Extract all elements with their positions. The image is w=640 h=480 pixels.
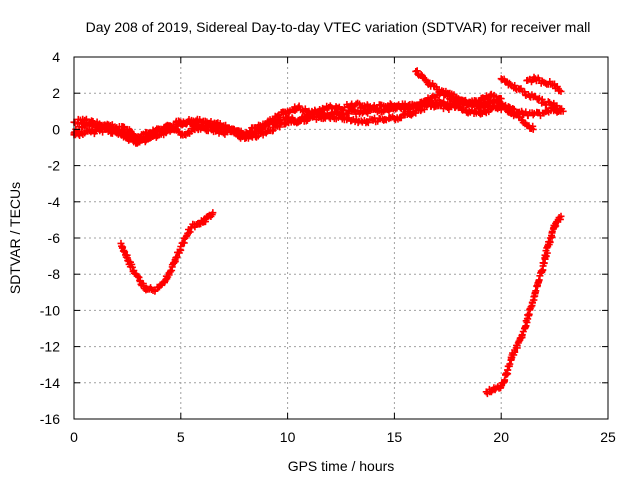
series-track-c [70,87,505,146]
data-point-run [455,98,472,109]
data-point-run [82,126,98,138]
data-point-run [521,305,534,332]
tick-labels: 0 5 10 15 20 25 -16 -14 -12 -10 -8 -6 -4 -2 0 2 4 [40,49,616,445]
data-point-run [162,267,176,283]
data-point [497,95,505,103]
data-point-run [296,112,312,125]
y-tick-label: -8 [48,266,61,282]
x-axis-label: GPS time / hours [288,458,395,474]
y-tick-label: -16 [40,411,60,427]
data-point-run [328,103,343,113]
y-tick-label: 2 [52,85,60,101]
data-point-run [477,100,492,111]
data-point-run [540,238,554,267]
series-arc-early [117,209,217,295]
x-tick-label: 20 [493,429,509,445]
data-point-run [510,82,525,94]
data-point-run [211,119,225,131]
data-point-run [548,219,560,241]
data-point-run [435,86,450,99]
data-point-run [349,99,365,112]
data-point [527,303,535,311]
data-point-run [526,122,537,132]
x-tick-label: 0 [70,429,78,445]
data-point-run [424,92,439,105]
data-point-run [146,131,162,142]
series-track-d [412,67,505,109]
y-tick-label: -14 [40,375,60,391]
data-point-run [413,67,429,83]
data-point-run [524,73,538,86]
series-track-e [497,75,567,115]
data-point-run [210,126,226,137]
data-point-run [532,74,546,87]
data-point [557,212,565,220]
data-point-run [264,115,280,128]
ticks [73,56,609,420]
y-tick-label: -10 [40,302,60,318]
data-point-run [534,259,547,289]
data-point [559,107,567,115]
x-tick-label: 15 [387,429,403,445]
y-tick-label: 4 [52,49,60,65]
y-axis-label: SDTVAR / TECUs [7,182,23,294]
data-point-run [144,284,155,293]
data-point-run [531,92,546,107]
data-point-run [500,369,512,386]
data-points [70,67,567,398]
y-tick-label: -2 [48,158,61,174]
data-point-run [381,113,397,124]
data-point-run [221,121,237,134]
y-tick-label: -4 [48,194,61,210]
series-ramp-late [482,212,565,398]
data-point [529,125,537,133]
data-point-run [477,92,493,103]
data-point-run [360,101,375,113]
chart-title: Day 208 of 2019, Sidereal Day-to-day VTE… [86,19,591,35]
data-point-run [285,103,301,116]
data-point [529,111,537,119]
x-tick-label: 10 [280,429,296,445]
data-point-run [528,282,541,310]
data-point-run [508,341,521,359]
data-point-run [446,93,461,105]
x-tick-label: 5 [177,429,185,445]
data-point [497,105,505,113]
data-point [519,109,527,117]
data-point-run [498,75,515,89]
data-point-run [360,115,376,127]
y-tick-label: -12 [40,339,60,355]
y-tick-label: -6 [48,230,61,246]
data-point-run [71,115,87,128]
data-point [209,209,217,217]
data-point [557,87,565,95]
data-point-run [156,277,169,289]
x-tick-label: 25 [600,429,616,445]
data-point-run [206,211,216,220]
data-point-run [104,123,120,135]
data-point-run [403,100,418,111]
y-tick-label: 0 [52,121,60,137]
data-point-run [178,116,194,129]
series-track-f [523,73,565,95]
